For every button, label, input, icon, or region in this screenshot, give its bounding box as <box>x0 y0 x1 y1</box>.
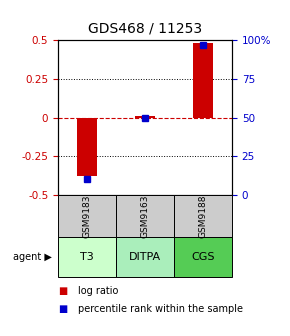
Bar <box>77 118 97 176</box>
Text: log ratio: log ratio <box>78 286 119 296</box>
Text: GSM9183: GSM9183 <box>82 194 92 238</box>
Text: agent ▶: agent ▶ <box>13 252 52 262</box>
Text: ■: ■ <box>58 304 67 314</box>
Bar <box>193 43 213 118</box>
Text: GSM9188: GSM9188 <box>198 194 208 238</box>
Text: GSM9163: GSM9163 <box>140 194 150 238</box>
Text: percentile rank within the sample: percentile rank within the sample <box>78 304 243 314</box>
Text: ■: ■ <box>58 286 67 296</box>
Text: GDS468 / 11253: GDS468 / 11253 <box>88 22 202 36</box>
Bar <box>135 116 155 118</box>
Text: DITPA: DITPA <box>129 252 161 262</box>
Text: CGS: CGS <box>191 252 215 262</box>
Text: T3: T3 <box>80 252 94 262</box>
